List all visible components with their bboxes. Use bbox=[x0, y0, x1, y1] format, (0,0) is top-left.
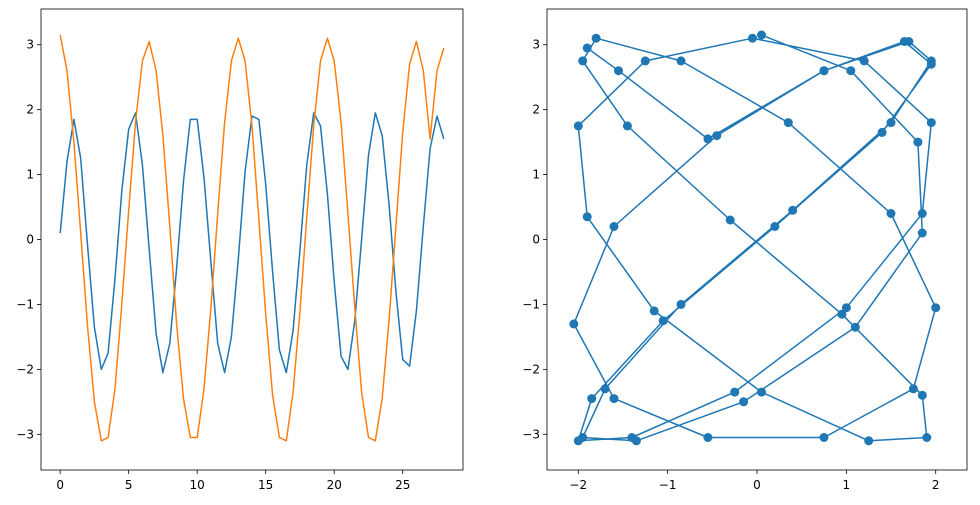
y-tick-label: 3 bbox=[26, 38, 34, 52]
series-0-point bbox=[770, 222, 780, 231]
series-0-point bbox=[837, 309, 847, 319]
series-0-point bbox=[922, 433, 932, 442]
series-0-point bbox=[622, 121, 632, 131]
x-tick-label: 15 bbox=[258, 478, 273, 492]
series-0-point bbox=[676, 56, 686, 66]
series-0-point bbox=[578, 56, 588, 66]
x-tick-label: 25 bbox=[395, 478, 410, 492]
x-tick-label: 1 bbox=[843, 478, 851, 492]
series-0-point bbox=[573, 121, 583, 131]
series-0-point bbox=[926, 118, 936, 128]
y-tick-label: 2 bbox=[26, 103, 34, 117]
x-tick-label: 0 bbox=[753, 478, 761, 492]
series-0-point bbox=[913, 137, 923, 147]
series-0-point bbox=[788, 205, 798, 215]
x-tick-label: 20 bbox=[327, 478, 342, 492]
series-0-point bbox=[846, 66, 856, 76]
x-tick-label: 2 bbox=[932, 478, 940, 492]
y-tick-label: −2 bbox=[522, 362, 540, 376]
series-0-point bbox=[850, 322, 860, 332]
series-0-point bbox=[591, 33, 601, 43]
series-0-point bbox=[676, 299, 686, 309]
y-tick-label: 2 bbox=[532, 103, 540, 117]
series-0-point bbox=[614, 66, 623, 76]
x-tick-label: −1 bbox=[659, 478, 677, 492]
y-tick-label: 1 bbox=[26, 168, 34, 182]
series-0-line bbox=[59, 112, 445, 374]
y-tick-label: 0 bbox=[532, 233, 540, 247]
left-time-series-plot: 0 5 10 15 20 25 −3 −2 −1 0 1 2 3 bbox=[16, 8, 464, 492]
series-0-point bbox=[600, 384, 610, 394]
x-tick-label: 10 bbox=[190, 478, 205, 492]
series-0-point bbox=[917, 228, 927, 238]
y-tick-label: 1 bbox=[532, 168, 540, 182]
series-0-point bbox=[783, 118, 793, 128]
series-0-point bbox=[609, 222, 619, 231]
y-tick-label: 3 bbox=[532, 38, 540, 52]
x-tick-label: 0 bbox=[56, 478, 64, 492]
series-0-point bbox=[877, 127, 887, 137]
series-0-point bbox=[908, 384, 918, 394]
y-tick-label: −1 bbox=[16, 297, 34, 311]
series-0-point bbox=[739, 397, 749, 407]
series-0-point bbox=[627, 433, 637, 442]
series-0-point bbox=[917, 209, 927, 218]
series-0-point bbox=[841, 303, 851, 313]
series-0-point bbox=[582, 43, 592, 53]
series-0-point bbox=[819, 66, 829, 76]
series-0-point bbox=[926, 59, 936, 69]
series-0-point bbox=[649, 306, 659, 316]
series-0-point bbox=[587, 394, 597, 404]
series-0-point bbox=[864, 436, 874, 446]
series-0-point bbox=[859, 56, 869, 66]
series-0-point bbox=[757, 387, 766, 397]
series-0-point bbox=[899, 37, 909, 46]
series-0-point bbox=[609, 394, 619, 404]
series-0-point bbox=[569, 319, 579, 329]
series-0-point bbox=[917, 390, 927, 400]
series-0-point bbox=[640, 56, 650, 66]
series-0-point bbox=[573, 436, 583, 446]
y-tick-label: −3 bbox=[16, 427, 34, 441]
series-1-line bbox=[59, 34, 445, 442]
series-0-point bbox=[931, 303, 941, 313]
series-0-point bbox=[886, 209, 896, 218]
x-tick-label: 5 bbox=[125, 478, 133, 492]
series-0-point bbox=[703, 433, 713, 442]
series-0-point bbox=[703, 134, 713, 144]
series-0-point bbox=[582, 212, 592, 222]
y-tick-label: 0 bbox=[26, 233, 34, 247]
series-0-point bbox=[748, 33, 757, 43]
series-0-point bbox=[819, 433, 829, 442]
series-0-point bbox=[757, 30, 766, 40]
y-tick-label: −1 bbox=[522, 297, 540, 311]
series-0-point bbox=[730, 387, 740, 397]
series-0-point bbox=[658, 316, 668, 326]
y-tick-label: −3 bbox=[522, 427, 540, 441]
right-phase-plot: −2 −1 0 1 2 −3 −2 −1 0 1 2 3 bbox=[522, 8, 968, 492]
series-0-point bbox=[712, 131, 722, 141]
y-tick-label: −2 bbox=[16, 362, 34, 376]
series-0-point bbox=[725, 215, 735, 225]
series-0-point bbox=[886, 118, 896, 128]
x-tick-label: −2 bbox=[569, 478, 587, 492]
